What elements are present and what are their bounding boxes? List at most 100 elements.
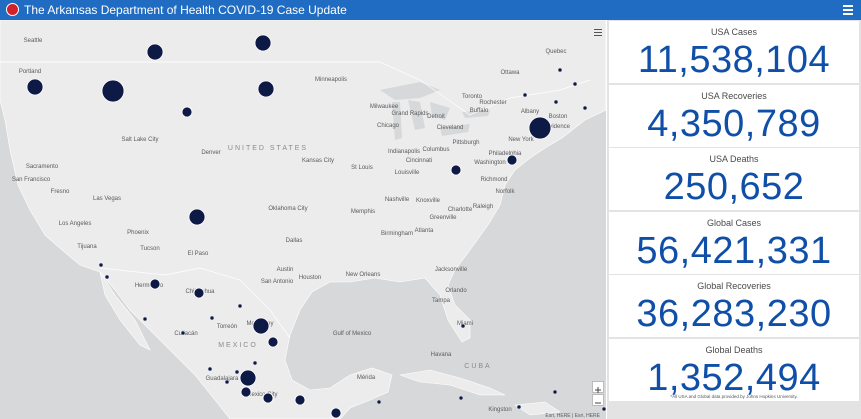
case-marker: [516, 404, 522, 410]
zoom-out[interactable]: [592, 394, 604, 406]
borders: [0, 61, 591, 339]
case-marker: [142, 316, 148, 322]
map-label: Buffalo: [470, 108, 489, 114]
map-label: Orlando: [445, 288, 467, 294]
map-label: Las Vegas: [93, 196, 121, 202]
map-label: MEXICO: [218, 342, 258, 349]
stat-value: 4,350,789: [647, 102, 821, 145]
map-label: Los Angeles: [59, 221, 92, 227]
stat-value: 11,538,104: [637, 39, 831, 81]
case-marker: [207, 366, 213, 372]
map-label: Austin: [277, 267, 294, 273]
baja: [99, 271, 151, 351]
map-label: Norfolk: [495, 189, 515, 195]
stat-card: USA Deaths 250,652: [609, 148, 859, 210]
map-label: Hermosillo: [135, 283, 164, 289]
case-marker: [601, 406, 606, 412]
stats-panel: USA Cases 11,538,104 USA Recoveries 4,350,7…: [607, 20, 861, 419]
case-marker: [181, 106, 193, 118]
menu-button[interactable]: [843, 5, 853, 17]
case-marker: [522, 92, 528, 98]
map-label: San Antonio: [261, 279, 294, 285]
stat-card: Global Recoveries 36,283,230: [609, 275, 859, 337]
stat-label: USA Deaths: [709, 154, 759, 164]
cuba: [399, 369, 506, 396]
map-label: Denver: [201, 150, 220, 156]
map-label: Salt Lake City: [121, 137, 158, 143]
stat-value: 36,283,230: [636, 293, 832, 335]
case-marker: [257, 80, 275, 98]
map-label: Richmond: [480, 177, 507, 183]
case-marker: [553, 99, 559, 105]
map-label: Houston: [299, 275, 321, 281]
footnote: *All USA and Global data provided by Joh…: [670, 393, 798, 399]
north-america: [0, 20, 606, 419]
map-label: El Paso: [188, 251, 209, 257]
zoom-out-icon: [595, 402, 601, 404]
map-label: Sacramento: [26, 164, 59, 170]
case-marker: [254, 34, 272, 52]
case-marker: [506, 154, 518, 166]
case-marker: [193, 287, 205, 299]
case-marker: [237, 303, 243, 309]
case-marker: [458, 395, 464, 401]
map-canvas: Seattle Portland Minneapolis Ottawa Quebec To…: [0, 20, 606, 419]
map-label: Raleigh: [473, 204, 493, 210]
land: [0, 20, 606, 419]
map-label: Atlanta: [415, 228, 434, 234]
case-marker: [180, 330, 186, 336]
map-label: Greenville: [429, 215, 457, 221]
map-label: Mérida: [357, 375, 376, 381]
layer-list-button[interactable]: [594, 29, 602, 36]
case-marker: [149, 278, 161, 290]
lakes: [380, 82, 490, 140]
case-marker: [101, 79, 125, 103]
zoom-in[interactable]: [592, 381, 604, 393]
map-label: Guadalajara: [206, 376, 239, 382]
map-label: Washington: [474, 160, 505, 166]
map-label: Albany: [521, 109, 539, 115]
attribution: Esri, HERE | Esri, HERE: [545, 413, 600, 419]
map-label: New York: [508, 137, 534, 143]
map-label: Oklahoma City: [268, 206, 307, 212]
map-label: Culiacán: [174, 331, 197, 337]
stat-card: USA Cases 11,538,104: [609, 21, 859, 83]
map[interactable]: Seattle Portland Minneapolis Ottawa Quebec To…: [0, 20, 606, 419]
logo: [6, 3, 19, 16]
map-label: Cleveland: [437, 125, 464, 131]
case-marker: [376, 399, 382, 405]
map-label: Torreón: [217, 324, 237, 330]
map-label: Miami: [457, 321, 473, 327]
stat-value: 1,352,494: [647, 356, 821, 399]
hispaniola: [514, 401, 561, 416]
map-label: St Louis: [351, 165, 373, 171]
map-label: Gulf of Mexico: [333, 331, 372, 337]
map-label: Rochester: [479, 100, 506, 106]
stat-value: 250,652: [663, 166, 805, 208]
map-label: Tucson: [140, 246, 159, 252]
map-label: Detroit: [427, 114, 445, 120]
map-label: Tijuana: [77, 244, 97, 250]
case-marker: [252, 317, 270, 335]
map-label: Seattle: [24, 38, 43, 44]
map-label: Milwaukee: [370, 104, 399, 110]
case-marker: [572, 81, 578, 87]
header: The Arkansas Department of Health COVID-…: [0, 0, 861, 20]
stat-label: USA Recoveries: [701, 90, 767, 101]
map-label: Memphis: [351, 209, 375, 215]
case-marker: [460, 323, 466, 329]
stat-card: USA Recoveries 4,350,789: [609, 84, 859, 147]
map-label: Boston: [549, 114, 568, 120]
case-marker: [294, 394, 306, 406]
case-marker: [209, 315, 215, 321]
stat-label: Global Cases: [706, 217, 762, 228]
map-label: CUBA: [464, 363, 491, 370]
case-marker: [330, 407, 342, 419]
stat-card: Global Deaths 1,352,494 *All USA and Globa…: [609, 338, 859, 401]
map-label: Jacksonville: [435, 267, 468, 273]
stat-value: 56,421,331: [636, 229, 832, 272]
map-label: Charlotte: [448, 207, 473, 213]
map-label: Indianapolis: [388, 149, 420, 155]
case-marker: [557, 67, 563, 73]
